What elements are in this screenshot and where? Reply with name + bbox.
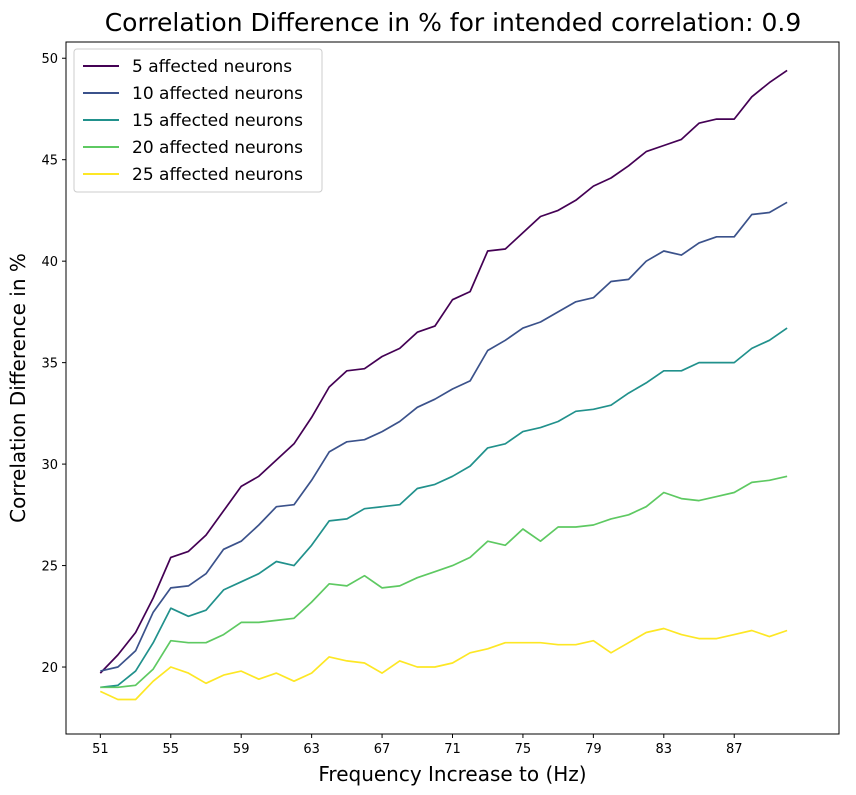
legend-box <box>73 48 323 193</box>
y-tick-label: 30 <box>41 458 58 473</box>
x-tick-label: 79 <box>585 742 602 757</box>
y-tick-label: 45 <box>41 154 58 169</box>
x-tick-label: 75 <box>515 742 532 757</box>
legend-entry-label: 25 affected neurons <box>132 165 303 185</box>
legend-entry-label: 15 affected neurons <box>132 111 303 131</box>
x-tick-label: 87 <box>726 742 743 757</box>
legend-entry-label: 10 affected neurons <box>132 84 303 104</box>
series-line <box>100 327 788 689</box>
plot-area <box>99 69 788 701</box>
x-axis: 51 55 59 63 67 71 75 79 83 87 <box>92 734 743 757</box>
y-tick-label: 25 <box>41 560 58 575</box>
y-axis-label: Correlation Difference in % <box>6 253 30 523</box>
x-tick-label: 71 <box>444 742 461 757</box>
y-tick-label: 20 <box>41 661 58 676</box>
y-tick-label: 40 <box>41 255 58 270</box>
x-tick-label: 63 <box>303 742 320 757</box>
x-tick-label: 51 <box>92 742 109 757</box>
x-tick-label: 83 <box>656 742 673 757</box>
legend-entry-label: 5 affected neurons <box>132 57 292 77</box>
y-tick-label: 50 <box>41 52 58 67</box>
y-axis: 20 25 30 35 40 45 50 <box>41 52 66 676</box>
series-line <box>99 627 788 701</box>
series-line <box>100 475 788 689</box>
chart-title: Correlation Difference in % for intended… <box>105 8 802 37</box>
series-line <box>100 201 788 672</box>
x-tick-label: 55 <box>162 742 179 757</box>
y-tick-label: 35 <box>41 357 58 372</box>
legend-entry-label: 20 affected neurons <box>132 138 303 158</box>
series-line <box>99 69 788 674</box>
legend: 5 affected neurons 10 affected neurons 15 … <box>73 48 323 193</box>
x-axis-label: Frequency Increase to (Hz) <box>318 762 586 786</box>
x-tick-label: 67 <box>374 742 391 757</box>
x-tick-label: 59 <box>233 742 250 757</box>
